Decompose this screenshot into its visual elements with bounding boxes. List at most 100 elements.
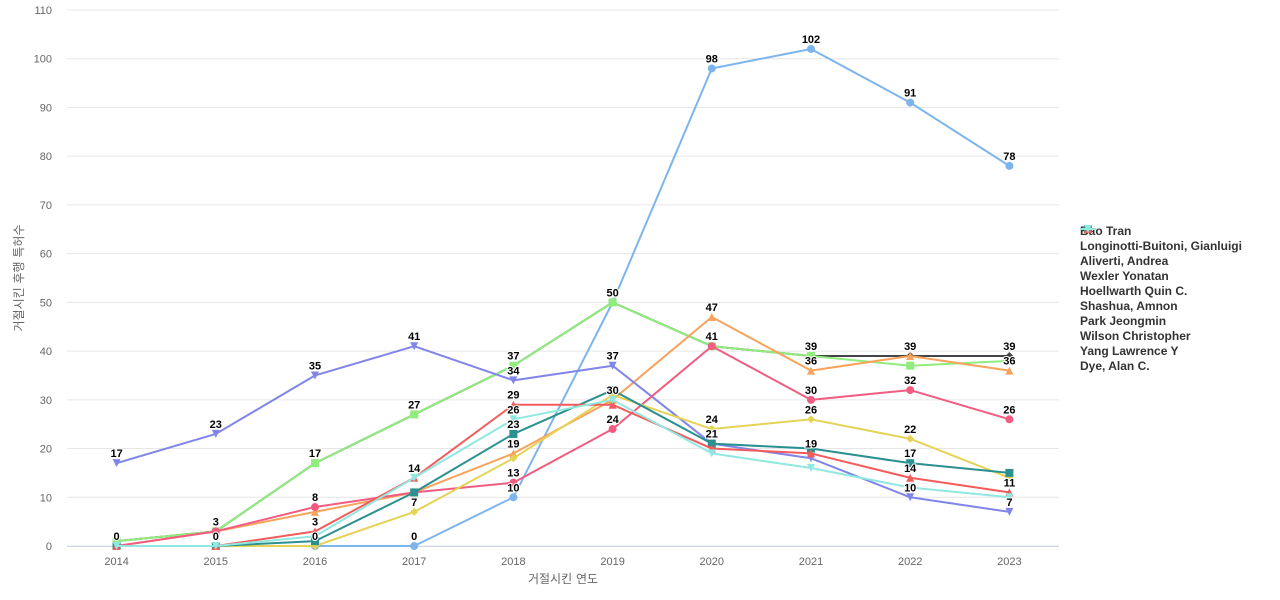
- data-point-aliverti-andrea: [906, 361, 915, 370]
- data-point-dye-alan-c: [211, 542, 220, 550]
- y-tick-label: 100: [34, 54, 52, 66]
- x-tick-label: 2021: [799, 556, 823, 568]
- x-tick-label: 2018: [501, 556, 525, 568]
- data-point-bao-tran: [707, 64, 716, 73]
- data-point-wilson-christopher: [410, 488, 419, 497]
- data-point-aliverti-andrea: [608, 298, 617, 307]
- data-point-hoellwarth-quin-c: [509, 376, 518, 385]
- data-label-wexler-yonatan: 36: [805, 356, 817, 368]
- data-label-bao-tran: 78: [1003, 151, 1015, 163]
- series-line-hoellwarth-quin-c: [115, 345, 1011, 513]
- series-line-bao-tran: [115, 47, 1011, 547]
- data-point-aliverti-andrea: [807, 351, 815, 360]
- legend-item-hoellwarth-quin-c[interactable]: Hoellwarth Quin C.: [1080, 225, 1242, 298]
- data-point-bao-tran: [906, 98, 915, 107]
- data-point-bao-tran: [410, 542, 419, 550]
- y-tick-label: 20: [40, 444, 52, 456]
- data-point-bao-tran: [1005, 161, 1014, 170]
- data-point-dye-alan-c: [608, 395, 617, 404]
- data-label-park-jeongmin: 0: [312, 531, 318, 543]
- y-tick-label: 40: [40, 346, 52, 358]
- data-point-park-jeongmin: [707, 425, 716, 434]
- y-tick-label: 0: [46, 541, 52, 553]
- data-point-hoellwarth-quin-c: [311, 371, 319, 380]
- data-point-dye-alan-c: [1005, 493, 1014, 502]
- data-point-yang-lawrence-y: [807, 449, 815, 458]
- x-tick-label: 2017: [402, 556, 426, 568]
- data-point-wexler-yonatan: [906, 351, 915, 360]
- data-label-hoellwarth-quin-c: 23: [210, 419, 222, 431]
- y-tick-label: 30: [40, 395, 52, 407]
- series-line-yang-lawrence-y: [115, 403, 1011, 547]
- series-line-dye-alan-c: [115, 398, 1011, 547]
- data-label-yang-lawrence-y: 11: [1004, 477, 1016, 489]
- data-point-wilson-christopher: [509, 429, 518, 438]
- data-point-shashua-amnon: [311, 503, 319, 512]
- y-tick-label: 10: [40, 492, 52, 504]
- data-point-dye-alan-c: [509, 415, 518, 424]
- legend-swatch-icon: [1080, 225, 1096, 233]
- data-label-aliverti-andrea: 37: [507, 351, 519, 363]
- y-axis-title: 거절시킨 후행 특허수: [11, 225, 26, 332]
- data-point-park-jeongmin: [509, 454, 518, 463]
- legend-item-park-jeongmin[interactable]: Park Jeongmin: [1080, 225, 1242, 328]
- x-tick-label: 2020: [700, 556, 724, 568]
- data-label-park-jeongmin: 24: [706, 414, 719, 426]
- legend-item-wilson-christopher[interactable]: Wilson Christopher: [1080, 225, 1242, 343]
- data-label-wilson-christopher: 23: [507, 419, 519, 431]
- data-label-bao-tran: 10: [507, 482, 519, 494]
- x-tick-label: 2023: [997, 556, 1021, 568]
- data-label-longinotti-buitoni-gianluigi: 39: [1003, 341, 1015, 353]
- data-label-wilson-christopher: 17: [904, 448, 916, 460]
- legend-item-longinotti-buitoni-gianluigi[interactable]: Longinotti-Buitoni, Gianluigi: [1080, 225, 1242, 253]
- data-point-wexler-yonatan: [807, 366, 815, 375]
- data-point-yang-lawrence-y: [906, 473, 915, 482]
- data-point-yang-lawrence-y: [509, 400, 518, 409]
- data-label-hoellwarth-quin-c: 34: [507, 365, 520, 377]
- y-tick-label: 110: [34, 5, 52, 17]
- legend-item-yang-lawrence-y[interactable]: Yang Lawrence Y: [1080, 225, 1242, 358]
- legend-item-wexler-yonatan[interactable]: Wexler Yonatan: [1080, 225, 1242, 283]
- data-point-wilson-christopher: [608, 386, 617, 395]
- x-axis-title: 거절시킨 연도: [528, 572, 598, 586]
- data-label-bao-tran: 50: [606, 287, 618, 299]
- data-label-park-jeongmin: 7: [411, 497, 417, 509]
- data-point-shashua-amnon: [608, 425, 617, 434]
- data-label-shashua-amnon: 26: [1003, 404, 1015, 416]
- data-point-hoellwarth-quin-c: [906, 493, 915, 502]
- data-label-aliverti-andrea: 3: [213, 516, 219, 528]
- series-line-park-jeongmin: [115, 393, 1011, 547]
- data-label-hoellwarth-quin-c: 7: [1006, 497, 1012, 509]
- data-point-shashua-amnon: [807, 395, 815, 404]
- legend-label: Longinotti-Buitoni, Gianluigi: [1080, 238, 1242, 253]
- legend-label: Dye, Alan C.: [1080, 358, 1150, 373]
- data-point-dye-alan-c: [906, 483, 915, 492]
- data-label-shashua-amnon: 32: [904, 375, 916, 387]
- x-tick-label: 2014: [104, 556, 128, 568]
- legend-item-aliverti-andrea[interactable]: Aliverti, Andrea: [1080, 225, 1242, 268]
- legend-label: Park Jeongmin: [1080, 313, 1167, 328]
- data-point-bao-tran: [807, 44, 815, 53]
- data-point-bao-tran: [509, 493, 518, 502]
- series-line-longinotti-buitoni-gianluigi: [115, 301, 1011, 543]
- data-point-hoellwarth-quin-c: [608, 361, 617, 370]
- series-line-shashua-amnon: [115, 345, 1011, 547]
- legend-item-shashua-amnon[interactable]: Shashua, Amnon: [1080, 225, 1242, 313]
- data-label-yang-lawrence-y: 19: [805, 438, 817, 450]
- data-point-shashua-amnon: [1005, 415, 1014, 424]
- data-point-wilson-christopher: [1005, 468, 1014, 477]
- data-label-shashua-amnon: 30: [805, 385, 817, 397]
- data-label-park-jeongmin: 26: [805, 404, 817, 416]
- legend-item-bao-tran[interactable]: Bao Tran: [1080, 223, 1242, 238]
- data-point-wexler-yonatan: [707, 312, 716, 321]
- data-point-shashua-amnon: [509, 478, 518, 487]
- legend-label: Shashua, Amnon: [1080, 298, 1178, 313]
- data-label-yang-lawrence-y: 14: [904, 463, 917, 475]
- legend-item-dye-alan-c[interactable]: Dye, Alan C.: [1080, 225, 1242, 373]
- data-point-aliverti-andrea: [1005, 356, 1014, 365]
- data-label-aliverti-andrea: 17: [309, 448, 321, 460]
- data-label-bao-tran: 0: [411, 531, 417, 543]
- data-point-aliverti-andrea: [311, 459, 319, 468]
- data-point-dye-alan-c: [807, 464, 815, 473]
